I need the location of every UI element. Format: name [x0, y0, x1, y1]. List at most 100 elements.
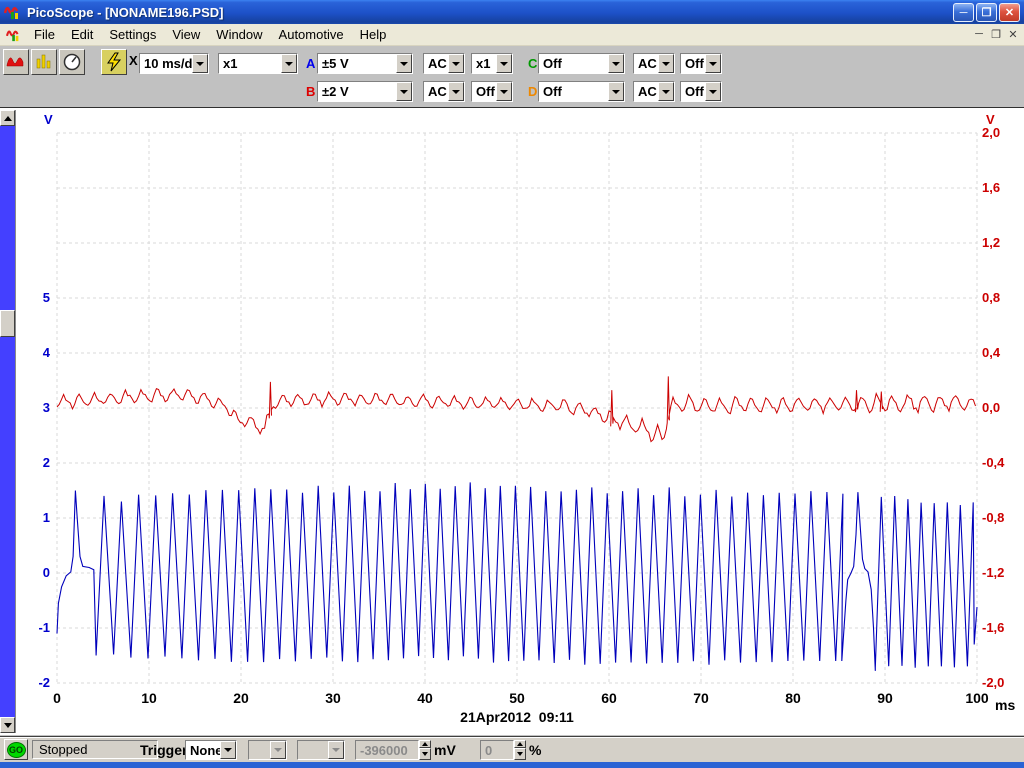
x-axis-tick: 0 [35, 690, 79, 706]
restore-icon[interactable]: ❐ [976, 3, 997, 22]
dropdown-arrow-icon[interactable] [658, 82, 674, 101]
chart-area: 543210-1-22,01,61,20,80,40,0-0,4-0,8-1,2… [0, 108, 1024, 735]
x-axis-tick: 10 [127, 690, 171, 706]
channel-c-range-select-value: Off [539, 54, 608, 73]
menu-item-window[interactable]: Window [208, 25, 270, 44]
dropdown-arrow-icon[interactable] [396, 54, 412, 73]
dropdown-arrow-icon[interactable] [192, 54, 208, 73]
channel-b-multiplier-select[interactable]: Off [471, 81, 513, 102]
trigger-mode-select[interactable]: None [185, 740, 237, 760]
right-axis-tick: 2,0 [982, 125, 1000, 140]
scope-view-button[interactable] [3, 49, 29, 75]
scroll-down-icon[interactable] [0, 717, 15, 733]
channel-a-range-select[interactable]: ±5 V [317, 53, 413, 74]
menu-item-file[interactable]: File [26, 25, 63, 44]
right-axis-tick: 1,6 [982, 180, 1000, 195]
oscilloscope-icon [6, 53, 26, 71]
spectrum-view-button[interactable] [31, 49, 57, 75]
channel-c-label: C [528, 56, 537, 71]
mdi-restore-icon[interactable]: ❐ [989, 27, 1003, 41]
left-axis-tick: 2 [14, 455, 50, 470]
meter-view-button[interactable] [59, 49, 85, 75]
timestamp-label: 21Apr2012 09:11 [392, 709, 642, 725]
go-button[interactable]: GO [4, 739, 28, 760]
toolbar: X 10 ms/divx1A±5 VACx1B±2 VACOffCOffACOf… [0, 46, 1024, 108]
dropdown-arrow-icon[interactable] [705, 82, 721, 101]
channel-d-range-select[interactable]: Off [538, 81, 625, 102]
title-bar[interactable]: PicoScope - [NONAME196.PSD] ─ ❐ ✕ [0, 0, 1024, 24]
threshold-stepper [419, 740, 431, 760]
channel-c-coupling-select-value: AC [634, 54, 658, 73]
spin-up-icon [514, 740, 526, 748]
right-axis-tick: 0,8 [982, 290, 1000, 305]
channel-a-multiplier-select[interactable]: x1 [471, 53, 513, 74]
trigger-button[interactable] [101, 49, 127, 75]
spin-down-icon [514, 748, 526, 760]
left-axis-tick: 5 [14, 290, 50, 305]
dropdown-arrow-icon[interactable] [396, 82, 412, 101]
x-axis-tick: 40 [403, 690, 447, 706]
channel-b-range-select[interactable]: ±2 V [317, 81, 413, 102]
dropdown-arrow-icon[interactable] [608, 82, 624, 101]
channel-b-trace [57, 376, 976, 441]
document-icon [6, 28, 22, 42]
channel-a-label: A [306, 56, 315, 71]
x-multiplier-select[interactable]: x1 [218, 53, 298, 74]
x-axis-label: X [129, 53, 138, 68]
dropdown-arrow-icon[interactable] [658, 54, 674, 73]
x-axis-tick: 90 [863, 690, 907, 706]
x-axis-tick: 50 [495, 690, 539, 706]
channel-d-coupling-select-value: AC [634, 82, 658, 101]
left-axis-unit: V [44, 112, 53, 127]
dropdown-arrow-icon [328, 741, 344, 759]
right-axis-tick: -2,0 [982, 675, 1004, 690]
scroll-up-icon[interactable] [0, 110, 15, 126]
channel-c-range-select[interactable]: Off [538, 53, 625, 74]
dropdown-arrow-icon[interactable] [448, 82, 464, 101]
mdi-minimize-icon[interactable]: ─ [972, 27, 986, 41]
mdi-close-icon[interactable]: ✕ [1006, 27, 1020, 41]
scrollbar-thumb[interactable] [0, 310, 15, 337]
timebase-select[interactable]: 10 ms/div [139, 53, 209, 74]
dropdown-arrow-icon[interactable] [608, 54, 624, 73]
channel-d-multiplier-select-value: Off [681, 82, 705, 101]
menu-item-edit[interactable]: Edit [63, 25, 101, 44]
channel-a-coupling-select[interactable]: AC [423, 53, 465, 74]
menu-item-automotive[interactable]: Automotive [271, 25, 352, 44]
dropdown-arrow-icon[interactable] [281, 54, 297, 73]
timebase-select-value: 10 ms/div [140, 54, 192, 73]
go-button-label: GO [7, 742, 26, 758]
menu-item-view[interactable]: View [164, 25, 208, 44]
dropdown-arrow-icon[interactable] [496, 54, 512, 73]
dropdown-arrow-icon[interactable] [448, 54, 464, 73]
picoscope-window: PicoScope - [NONAME196.PSD] ─ ❐ ✕ FileEd… [0, 0, 1024, 768]
close-icon[interactable]: ✕ [999, 3, 1020, 22]
axis-scrollbar[interactable] [0, 110, 16, 733]
dropdown-arrow-icon[interactable] [496, 82, 512, 101]
menu-item-help[interactable]: Help [352, 25, 395, 44]
minimize-icon[interactable]: ─ [953, 3, 974, 22]
scope-plot [0, 108, 1024, 735]
channel-b-label: B [306, 84, 315, 99]
right-axis-tick: 0,4 [982, 345, 1000, 360]
channel-c-coupling-select[interactable]: AC [633, 53, 675, 74]
dropdown-arrow-icon [270, 741, 286, 759]
left-axis-tick: 0 [14, 565, 50, 580]
dropdown-arrow-icon[interactable] [705, 54, 721, 73]
channel-b-coupling-select[interactable]: AC [423, 81, 465, 102]
channel-d-multiplier-select[interactable]: Off [680, 81, 722, 102]
spin-up-icon [419, 740, 431, 748]
menu-item-settings[interactable]: Settings [101, 25, 164, 44]
right-axis-tick: -1,6 [982, 620, 1004, 635]
channel-a-range-select-value: ±5 V [318, 54, 396, 73]
window-title: PicoScope - [NONAME196.PSD] [27, 5, 224, 20]
trigger-edge-select [297, 740, 345, 760]
right-axis-tick: 1,2 [982, 235, 1000, 250]
channel-b-range-select-value: ±2 V [318, 82, 396, 101]
channel-d-coupling-select[interactable]: AC [633, 81, 675, 102]
x-axis-tick: 100 [955, 690, 999, 706]
dropdown-arrow-icon [220, 741, 236, 759]
channel-c-multiplier-select[interactable]: Off [680, 53, 722, 74]
left-axis-tick: -1 [14, 620, 50, 635]
channel-d-range-select-value: Off [539, 82, 608, 101]
